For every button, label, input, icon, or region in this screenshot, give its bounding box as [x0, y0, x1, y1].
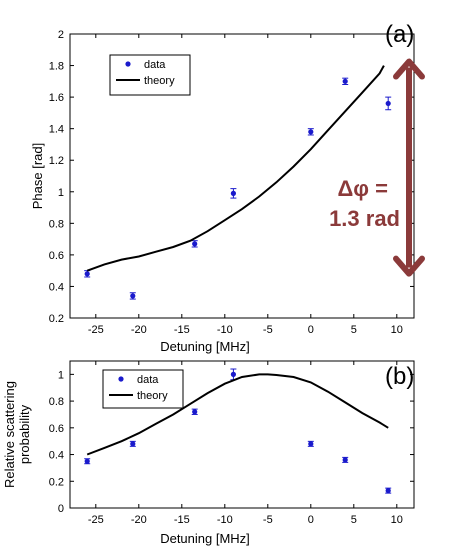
panel-b-y-tick-label: 0.2 — [49, 476, 64, 488]
panel-b-y-axis-title-line: Relative scattering — [2, 381, 17, 488]
panel-b-theory-line — [86, 373, 389, 456]
panel-a-delta-arrow-head-top — [393, 58, 425, 80]
panel-a-data-point — [385, 100, 391, 107]
panel-b-y-axis-title-line: probability — [17, 404, 32, 464]
panel-a-x-tick-label: -15 — [174, 324, 190, 336]
panel-a-y-tick-label: 1.8 — [49, 61, 64, 73]
panel-b-x-tick-label: -5 — [263, 514, 273, 526]
panel-b-data-point — [84, 458, 90, 464]
panel-b-legend-label: theory — [137, 390, 168, 402]
panel-b-data-point — [130, 441, 136, 447]
panel-b-y-tick-label: 1 — [58, 369, 64, 381]
panel-a-y-tick-label: 1 — [58, 187, 64, 199]
panel-b-data-point — [342, 457, 348, 463]
panel-a-chart: -25 -20 -15 -10 -5 0 5 10 0.2 0.4 0.6 0.8 1 1.2 1.4 1.6… — [30, 21, 425, 354]
panel-a-legend-label: data — [144, 59, 166, 71]
panel-a-y-tick-label: 2 — [58, 29, 64, 41]
panel-a-legend-marker — [125, 61, 131, 67]
panel-b-chart: -25 -20 -15 -10 -5 0 5 10 0 0.2 0.4 0.6 0.8 1 Detuning… — [2, 360, 415, 546]
panel-b-data-point — [385, 488, 391, 494]
panel-a-legend-box — [109, 54, 191, 96]
panel-b-x-tick-label: -10 — [217, 514, 233, 526]
panel-a-x-tick-label: -25 — [88, 324, 104, 336]
panel-a-data-point — [84, 271, 90, 277]
panel-b-legend-marker — [118, 376, 124, 382]
panel-a-axes-box — [69, 33, 415, 319]
panel-a-data-point — [308, 129, 314, 135]
panel-b-y-tick-label: 0 — [58, 503, 64, 515]
panel-a-delta-annotation-line1: Δφ = — [337, 176, 388, 201]
panel-b-legend-box — [102, 369, 184, 409]
panel-b-data-point — [308, 441, 314, 447]
panel-a-x-tick-label: 10 — [391, 324, 403, 336]
panel-a-data-point — [230, 190, 236, 196]
panel-b-x-tick-label: 5 — [351, 514, 357, 526]
panel-a-x-tick-label: 0 — [308, 324, 314, 336]
panel-b-y-tick-label: 0.4 — [49, 450, 64, 462]
panel-b-panel-label: (b) — [385, 363, 414, 390]
panel-a-y-tick-label: 0.6 — [49, 250, 64, 262]
panel-b-x-tick-label: -15 — [174, 514, 190, 526]
panel-a-y-tick-label: 0.2 — [49, 313, 64, 325]
panel-b-x-tick-label: -25 — [88, 514, 104, 526]
panel-b-data-point — [192, 409, 198, 415]
panel-b-y-tick-label: 0.8 — [49, 396, 64, 408]
panel-b-x-tick-label: 10 — [391, 514, 403, 526]
panel-a-y-tick-label: 0.4 — [49, 281, 64, 293]
panel-a-delta-arrow-head-bottom — [393, 255, 425, 277]
panel-a-legend-label: theory — [144, 75, 175, 87]
panel-a-data-point — [192, 241, 198, 247]
panel-a-x-axis-title: Detuning [MHz] — [160, 339, 250, 354]
panel-a-x-tick-label: 5 — [351, 324, 357, 336]
panel-b-axes-box — [69, 360, 415, 509]
panel-a-y-tick-label: 1.6 — [49, 92, 64, 104]
panel-b-data-point — [230, 371, 236, 377]
panel-a-data-point — [130, 293, 136, 299]
panel-b-y-tick-label: 0.6 — [49, 423, 64, 435]
panel-a-x-tick-label: -20 — [131, 324, 147, 336]
panel-b-legend-label: data — [137, 374, 159, 386]
panel-a-y-tick-label: 1.4 — [49, 124, 64, 136]
panel-a-panel-label: (a) — [385, 21, 414, 48]
panel-b-x-tick-label: -20 — [131, 514, 147, 526]
panel-a-delta-annotation-line2: 1.3 rad — [329, 206, 400, 231]
panel-a-x-tick-label: -5 — [263, 324, 273, 336]
panel-a-theory-line — [86, 65, 385, 272]
panel-a-y-tick-label: 1.2 — [49, 155, 64, 167]
panel-b-x-axis-title: Detuning [MHz] — [160, 531, 250, 546]
panel-a-y-tick-label: 0.8 — [49, 218, 64, 230]
panel-a-data-point — [342, 78, 348, 84]
panel-a-y-axis-title: Phase [rad] — [30, 143, 45, 210]
panel-a-x-tick-label: -10 — [217, 324, 233, 336]
panel-b-x-tick-label: 0 — [308, 514, 314, 526]
